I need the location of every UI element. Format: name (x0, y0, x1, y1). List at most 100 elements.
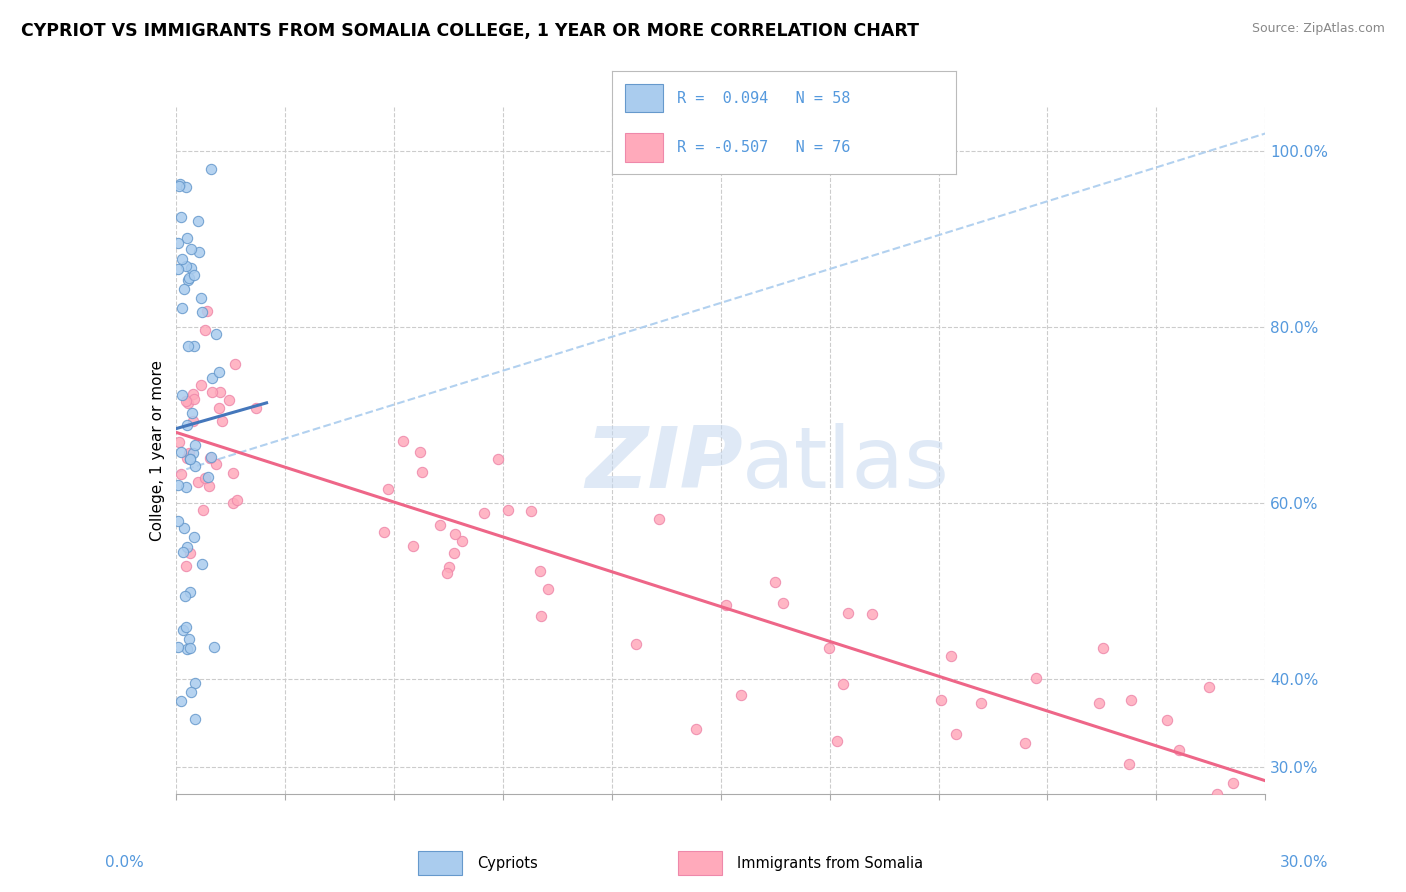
Point (530, 609, 553, 624)
Point (173, 589, 195, 603)
Point (200, 450, 222, 465)
Point (772, 596, 794, 610)
Point (183, 268, 205, 283)
Point (170, 210, 193, 224)
Point (179, 446, 201, 460)
Point (200, 385, 222, 400)
Point (225, 492, 247, 507)
Point (201, 370, 224, 384)
Point (184, 438, 207, 452)
Point (200, 451, 222, 466)
Point (172, 388, 194, 402)
Point (172, 252, 194, 267)
Point (166, 477, 188, 491)
Point (520, 504, 543, 518)
Point (200, 161, 222, 176)
Point (166, 514, 188, 528)
Point (1222, 775, 1244, 789)
Point (172, 545, 194, 559)
Point (187, 245, 209, 260)
Point (187, 214, 209, 228)
Point (450, 533, 472, 548)
Point (969, 696, 991, 710)
Point (1156, 713, 1178, 727)
Point (208, 365, 231, 379)
Text: CYPRIOT VS IMMIGRANTS FROM SOMALIA COLLEGE, 1 YEAR OR MORE CORRELATION CHART: CYPRIOT VS IMMIGRANTS FROM SOMALIA COLLE… (21, 22, 920, 40)
FancyBboxPatch shape (419, 851, 461, 875)
Point (170, 301, 193, 315)
Point (198, 479, 221, 493)
Point (174, 393, 197, 408)
Point (1206, 787, 1229, 801)
Text: Source: ZipAtlas.com: Source: ZipAtlas.com (1251, 22, 1385, 36)
Point (181, 387, 204, 401)
Point (862, 607, 884, 622)
Point (177, 396, 200, 410)
Point (730, 688, 752, 702)
Point (191, 557, 214, 571)
Point (183, 339, 205, 353)
Point (648, 512, 671, 526)
Point (194, 322, 217, 336)
Point (208, 401, 231, 415)
Point (391, 434, 413, 448)
Text: R =  0.094   N = 58: R = 0.094 N = 58 (678, 90, 851, 105)
Point (411, 465, 433, 479)
Text: R = -0.507   N = 76: R = -0.507 N = 76 (678, 140, 851, 155)
Point (837, 606, 859, 620)
Point (204, 640, 226, 655)
Point (825, 733, 848, 747)
Point (224, 357, 246, 371)
Point (190, 377, 212, 392)
Point (444, 527, 467, 541)
Point (204, 457, 226, 471)
Y-axis label: College, 1 year or more: College, 1 year or more (149, 360, 165, 541)
Point (173, 521, 195, 535)
Point (1014, 736, 1036, 750)
Point (169, 177, 191, 191)
Point (176, 541, 198, 555)
Point (195, 304, 218, 318)
Point (197, 469, 219, 483)
Point (174, 179, 197, 194)
Point (181, 446, 204, 460)
Point (183, 392, 205, 407)
Point (176, 231, 198, 245)
Point (179, 584, 201, 599)
Text: Cypriots: Cypriots (477, 855, 538, 871)
Point (222, 466, 245, 480)
Point (179, 451, 201, 466)
Point (176, 417, 198, 432)
Point (166, 262, 188, 277)
FancyBboxPatch shape (626, 84, 664, 112)
Point (193, 471, 215, 485)
Point (184, 676, 207, 690)
Text: atlas: atlas (742, 423, 950, 506)
Point (401, 539, 423, 553)
Point (436, 566, 458, 581)
Point (486, 451, 509, 466)
Point (373, 524, 395, 539)
Point (177, 271, 200, 285)
Point (183, 459, 205, 474)
Point (179, 451, 201, 466)
Point (176, 451, 198, 466)
Point (945, 727, 967, 741)
Point (765, 575, 787, 590)
Point (166, 236, 188, 251)
Point (714, 598, 737, 612)
Point (437, 560, 460, 574)
Point (245, 401, 267, 415)
Point (211, 414, 233, 428)
Point (1167, 743, 1189, 757)
Point (496, 503, 519, 517)
Point (174, 620, 197, 634)
Text: 0.0%: 0.0% (105, 855, 145, 870)
Point (167, 178, 190, 193)
Point (191, 503, 214, 517)
Point (173, 282, 195, 296)
Point (184, 712, 207, 726)
FancyBboxPatch shape (626, 133, 664, 161)
Point (181, 414, 204, 428)
Point (529, 564, 551, 578)
